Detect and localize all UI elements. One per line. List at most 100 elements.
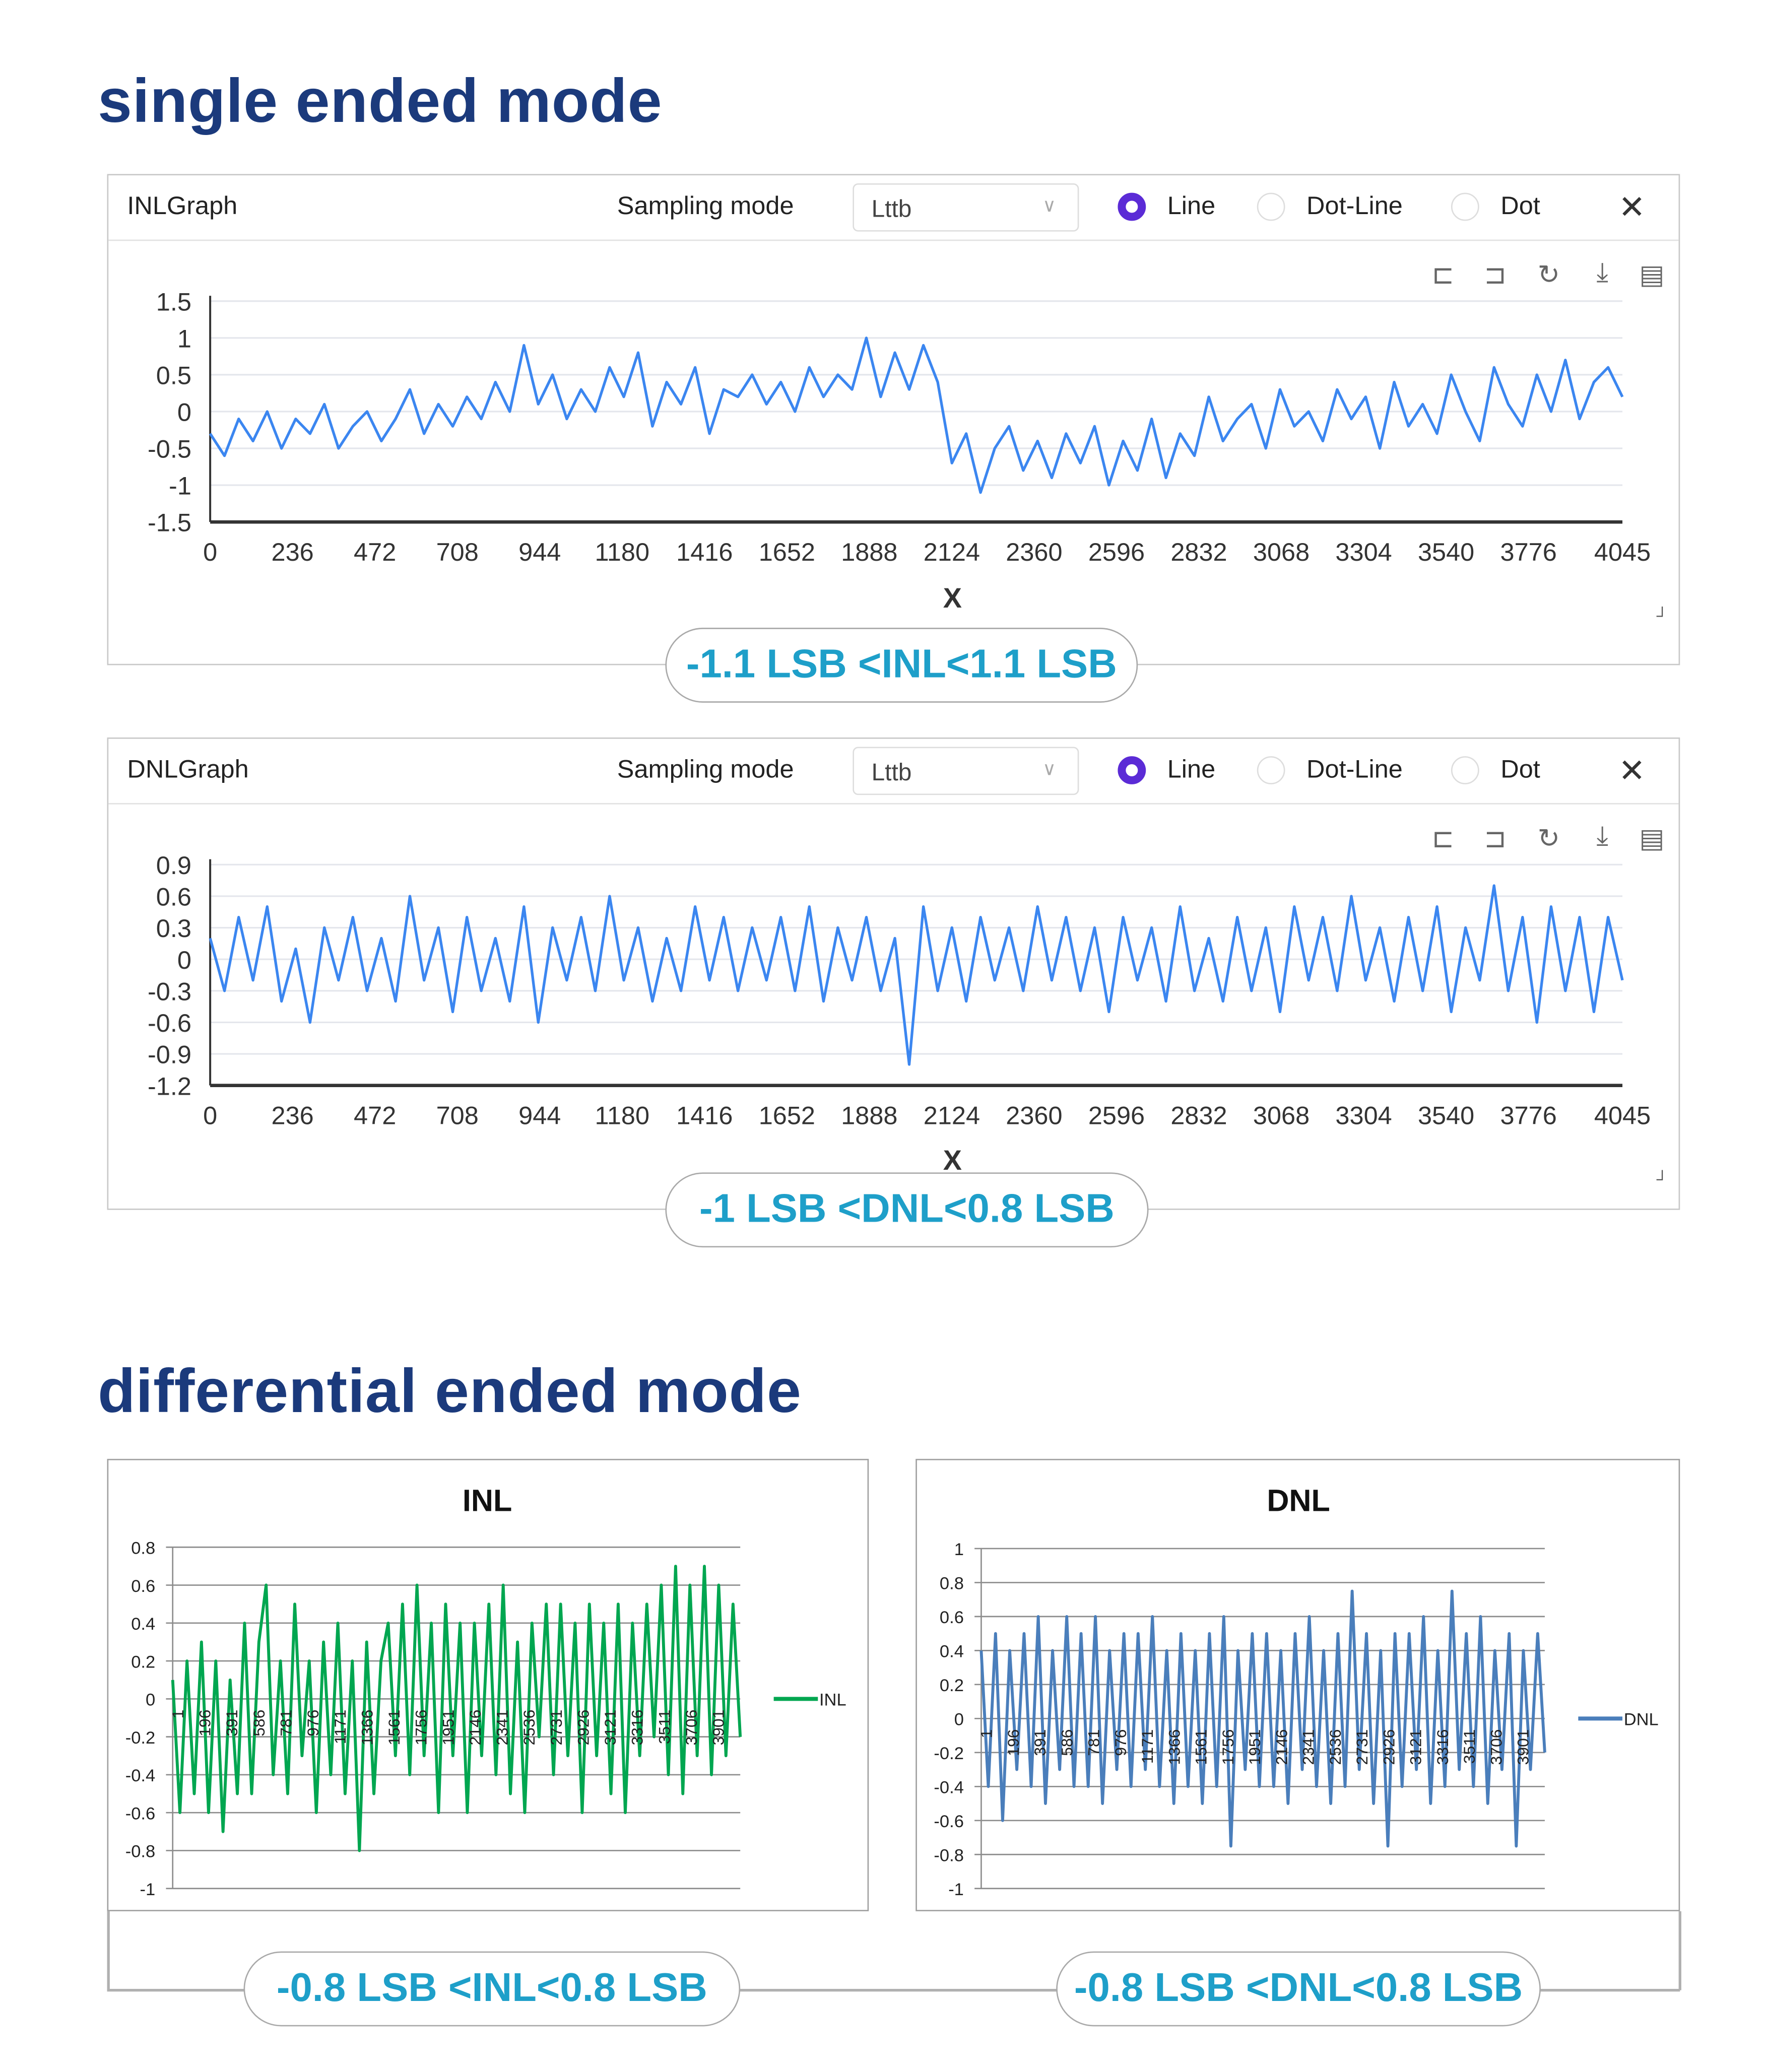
y-tick-label: 0 — [146, 1691, 155, 1710]
y-tick-label: -0.2 — [125, 1728, 155, 1748]
y-tick-label: -0.9 — [148, 1040, 191, 1069]
x-category-label: 196 — [1004, 1729, 1022, 1756]
x-tick-label: 1416 — [676, 1101, 733, 1130]
radio-dot[interactable] — [1451, 756, 1479, 784]
x-category-label: 1366 — [358, 1710, 376, 1746]
x-category-label: 1 — [169, 1710, 187, 1719]
x-tick-label: 3776 — [1500, 1101, 1557, 1130]
x-tick-label: 472 — [354, 1101, 396, 1130]
radio-dot-line[interactable] — [1257, 756, 1285, 784]
x-category-label: 3511 — [1460, 1729, 1478, 1764]
radio-dot[interactable] — [1451, 192, 1479, 221]
close-icon[interactable]: ✕ — [1618, 753, 1646, 790]
y-tick-label: -1.5 — [148, 508, 191, 537]
x-category-label: 1 — [977, 1729, 996, 1739]
y-tick-label: -1 — [140, 1880, 155, 1899]
radio-line-label[interactable]: Line — [1167, 756, 1216, 784]
x-category-label: 781 — [1085, 1729, 1103, 1756]
x-category-label: 781 — [277, 1710, 295, 1736]
y-tick-label: 0.8 — [131, 1539, 155, 1558]
y-tick-label: -1.2 — [148, 1072, 191, 1100]
diff-inl-range-caption: -0.8 LSB <INL<0.8 LSB — [243, 1951, 741, 2027]
sampling-mode-value: Lttb — [871, 195, 912, 223]
section-title-single: single ended mode — [97, 65, 663, 136]
y-tick-label: 1 — [177, 324, 191, 353]
y-tick-label: -0.2 — [934, 1744, 963, 1763]
legend-label: DNL — [1624, 1710, 1659, 1729]
x-category-label: 586 — [250, 1710, 268, 1736]
zoom-select-icon[interactable]: ⊏ — [1431, 261, 1455, 291]
dnl-chart: 0.9 0.6 0.3 0 -0.3 -0.6 -0.9 -1.2 0 236 472 708 944 1… — [148, 851, 1651, 1176]
x-category-label: 1951 — [1246, 1729, 1264, 1765]
radio-dot-line-label[interactable]: Dot-Line — [1306, 192, 1403, 221]
inl-graph-panel: INLGraph Sampling mode Lttb ∨ Line Dot-L… — [107, 174, 1680, 665]
x-tick-label: 708 — [436, 1101, 479, 1130]
radio-line[interactable] — [1118, 192, 1146, 221]
resize-handle-icon[interactable]: ┘ — [1656, 606, 1668, 625]
zoom-reset-icon[interactable]: ⊐ — [1484, 261, 1507, 291]
x-category-label: 2926 — [574, 1710, 592, 1746]
y-tick-label: 0.3 — [156, 914, 191, 943]
x-category-label: 2341 — [1299, 1729, 1318, 1765]
diff-dnl-range-caption: -0.8 LSB <DNL<0.8 LSB — [1056, 1951, 1541, 2027]
y-tick-label: 0.2 — [131, 1652, 155, 1672]
chart-title: INL — [463, 1484, 512, 1518]
x-tick-label: 1888 — [841, 1101, 897, 1130]
x-category-label: 3121 — [1407, 1729, 1425, 1765]
x-category-label: 1951 — [439, 1710, 457, 1746]
resize-handle-icon[interactable]: ┘ — [1656, 1170, 1668, 1189]
x-tick-label: 472 — [354, 538, 396, 566]
x-axis-label: X — [943, 1144, 962, 1176]
x-tick-label: 1652 — [759, 538, 815, 566]
dnl-graph-panel: DNLGraph Sampling mode Lttb ∨ Line Dot-L… — [107, 737, 1680, 1210]
x-category-label: 3706 — [682, 1710, 700, 1746]
data-series-line — [209, 337, 1624, 494]
radio-dot-line[interactable] — [1257, 192, 1285, 221]
zoom-reset-icon[interactable]: ⊐ — [1484, 824, 1507, 854]
radio-line[interactable] — [1118, 756, 1146, 784]
zoom-select-icon[interactable]: ⊏ — [1431, 824, 1455, 854]
x-tick-label: 1888 — [841, 538, 897, 566]
restore-icon[interactable]: ↻ — [1537, 261, 1560, 291]
save-icon[interactable]: ▤ — [1639, 261, 1665, 291]
x-category-label: 1171 — [331, 1710, 349, 1745]
data-series-line — [209, 884, 1624, 1066]
x-category-label: 2341 — [493, 1710, 511, 1746]
sampling-mode-select[interactable]: Lttb ∨ — [853, 747, 1079, 795]
chevron-down-icon: ∨ — [1042, 757, 1057, 779]
x-tick-label: 0 — [203, 538, 217, 566]
y-tick-label: -0.4 — [934, 1778, 963, 1797]
x-tick-label: 4045 — [1594, 1101, 1651, 1130]
x-category-label: 196 — [196, 1710, 214, 1736]
save-icon[interactable]: ▤ — [1639, 824, 1665, 854]
x-category-label: 1171 — [1138, 1729, 1156, 1764]
x-category-label: 3316 — [628, 1710, 646, 1746]
sampling-mode-select[interactable]: Lttb ∨ — [853, 183, 1079, 232]
x-category-label: 3511 — [655, 1710, 673, 1745]
diff-inl-chart: INL 0.8 0.6 0.4 0.2 0 -0.2 -0.4 -0.6 -0.8 -1 1 196 39… — [125, 1484, 846, 1900]
x-category-label: 2146 — [466, 1710, 484, 1746]
x-tick-label: 2360 — [1006, 1101, 1062, 1130]
close-icon[interactable]: ✕ — [1618, 190, 1646, 226]
y-tick-label: -0.8 — [934, 1846, 963, 1865]
y-tick-label: 0 — [177, 398, 191, 427]
x-tick-label: 236 — [272, 1101, 314, 1130]
sampling-mode-label: Sampling mode — [617, 192, 794, 221]
data-series-line — [171, 1565, 742, 1852]
download-icon[interactable]: ⤓ — [1596, 822, 1608, 851]
x-tick-label: 2596 — [1088, 538, 1145, 566]
x-category-label: 1756 — [412, 1710, 430, 1746]
radio-line-label[interactable]: Line — [1167, 192, 1216, 221]
x-tick-label: 708 — [436, 538, 479, 566]
radio-dot-label[interactable]: Dot — [1500, 192, 1540, 221]
radio-dot-label[interactable]: Dot — [1500, 756, 1540, 784]
radio-dot-line-label[interactable]: Dot-Line — [1306, 756, 1403, 784]
y-tick-label: -0.4 — [125, 1766, 155, 1785]
x-category-label: 2926 — [1380, 1729, 1398, 1765]
y-tick-label: 0.6 — [940, 1608, 964, 1627]
dnl-range-caption: -1 LSB <DNL<0.8 LSB — [665, 1172, 1149, 1248]
download-icon[interactable]: ⤓ — [1596, 258, 1608, 288]
legend-label: INL — [819, 1691, 846, 1710]
restore-icon[interactable]: ↻ — [1537, 824, 1560, 854]
